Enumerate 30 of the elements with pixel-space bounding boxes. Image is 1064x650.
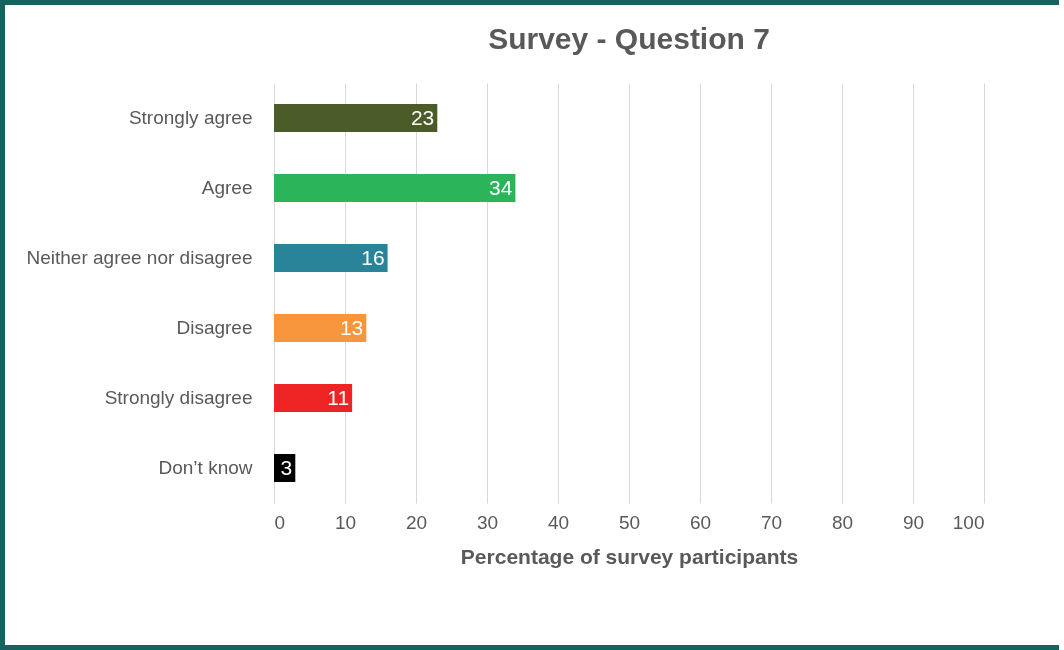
y-tick-label: Disagree	[176, 317, 253, 338]
x-tick-label: 70	[760, 511, 783, 533]
x-tick-label: 10	[334, 511, 357, 533]
bar	[274, 244, 388, 272]
y-tick-label: Strongly disagree	[104, 387, 253, 408]
chart-title: Survey - Question 7	[488, 22, 770, 55]
x-tick-label: 40	[547, 511, 570, 533]
x-tick-label: 60	[689, 511, 712, 533]
data-label: 11	[327, 386, 350, 409]
bar	[274, 104, 438, 132]
x-tick-label: 100	[952, 511, 985, 533]
data-label: 3	[280, 456, 293, 479]
y-tick-label: Don’t know	[158, 457, 253, 478]
bar	[274, 314, 367, 342]
x-tick-label: 90	[902, 511, 925, 533]
bar	[274, 384, 353, 412]
x-tick-label: 20	[405, 511, 428, 533]
data-label: 16	[361, 246, 385, 269]
x-tick-label: 80	[831, 511, 854, 533]
x-tick-label: 0	[274, 511, 286, 533]
bar	[274, 174, 516, 202]
y-tick-label: Strongly agree	[128, 107, 253, 128]
x-axis-title: Percentage of survey participants	[460, 544, 799, 568]
x-tick-label: 50	[618, 511, 641, 533]
x-tick-label: 30	[476, 511, 499, 533]
data-label: 13	[339, 316, 364, 339]
data-label: 34	[489, 176, 513, 199]
data-label: 23	[410, 106, 435, 129]
y-tick-label: Neither agree nor disagree	[26, 247, 253, 268]
y-tick-label: Agree	[201, 177, 253, 198]
